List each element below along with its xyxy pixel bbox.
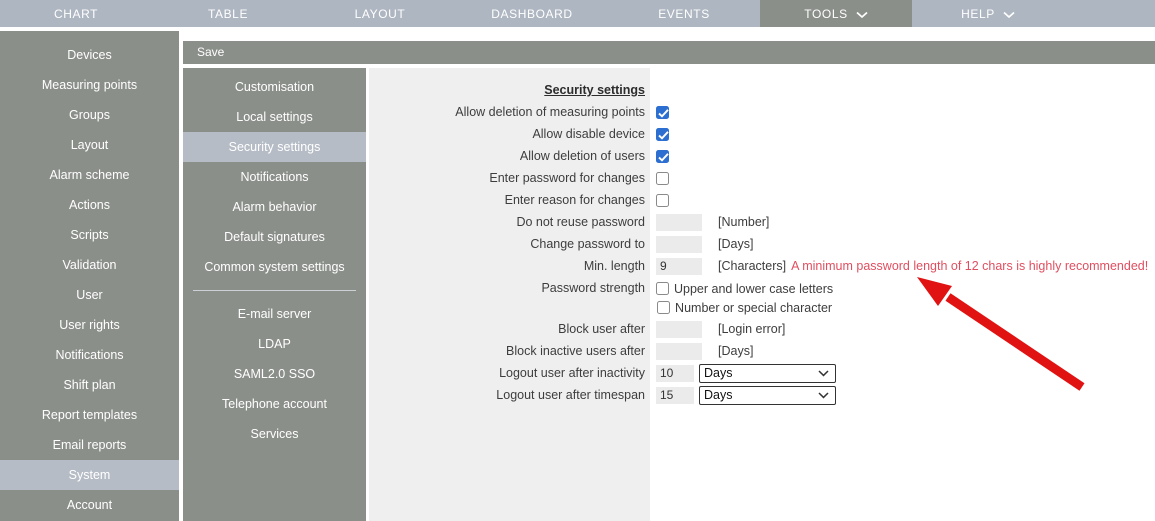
subnav-item-customisation[interactable]: Customisation <box>234 80 315 94</box>
checkmark-icon <box>658 108 669 118</box>
security-settings-panel: Security settings Allow deletion of meas… <box>369 68 1155 521</box>
subnav-item-ldap[interactable]: LDAP <box>258 337 291 351</box>
label-column-background <box>369 68 650 521</box>
subnav-item-notifications[interactable]: Notifications <box>240 170 309 184</box>
block-inactive-users-after-input[interactable] <box>656 342 702 360</box>
logout-inactivity-value-input[interactable] <box>656 364 694 382</box>
upper-lower-case-label: Upper and lower case letters <box>674 281 834 296</box>
select-value: Days <box>704 388 733 402</box>
nav-tab-label: DASHBOARD <box>491 6 573 21</box>
sidebar-item-report-templates[interactable]: Report templates <box>41 408 138 422</box>
nav-tab-label: CHART <box>53 6 99 21</box>
nav-tab-label: HELP <box>961 6 995 21</box>
allow-deletion-users-checkbox[interactable] <box>656 149 669 163</box>
field-label-change-password-to: Change password to <box>530 237 645 251</box>
field-label-enter-password-for-changes: Enter password for changes <box>489 171 645 185</box>
nav-tab-label: LAYOUT <box>354 6 406 21</box>
nav-tab-label: TABLE <box>207 6 249 21</box>
field-label-block-user-after: Block user after <box>558 322 645 336</box>
field-label-logout-user-after-inactivity: Logout user after inactivity <box>499 366 645 380</box>
top-nav: CHART TABLE LAYOUT DASHBOARD EVENTS TOOL… <box>0 0 1155 27</box>
subnav-divider <box>193 290 356 291</box>
logout-timespan-value-input[interactable] <box>656 386 694 404</box>
sidebar-item-devices[interactable]: Devices <box>67 48 112 62</box>
chevron-down-icon <box>818 366 829 380</box>
allow-deletion-measuring-points-checkbox[interactable] <box>656 105 669 119</box>
sidebar-item-user-rights[interactable]: User rights <box>59 318 120 332</box>
checkmark-icon <box>658 130 669 140</box>
subnav-item-saml-sso[interactable]: SAML2.0 SSO <box>233 367 316 381</box>
sidebar-item-groups[interactable]: Groups <box>69 108 110 122</box>
chevron-down-icon <box>1003 9 1015 19</box>
logout-inactivity-unit-select[interactable]: Days <box>699 363 836 383</box>
enter-password-for-changes-checkbox[interactable] <box>656 171 669 185</box>
upper-lower-case-checkbox[interactable] <box>656 282 669 295</box>
field-label-do-not-reuse-password: Do not reuse password <box>516 215 645 229</box>
nav-tab-tools[interactable]: TOOLS <box>760 0 912 27</box>
field-label-password-strength: Password strength <box>541 281 645 295</box>
unit-label-days: [Days] <box>718 237 754 251</box>
min-length-input[interactable] <box>656 257 702 275</box>
subnav-item-default-signatures[interactable]: Default signatures <box>224 230 325 244</box>
nav-tab-label: EVENTS <box>658 6 710 21</box>
change-password-to-input[interactable] <box>656 235 702 253</box>
allow-disable-device-checkbox[interactable] <box>656 127 669 141</box>
sidebar-item-shift-plan[interactable]: Shift plan <box>63 378 116 392</box>
subnav-item-common-system-settings[interactable]: Common system settings <box>204 260 345 274</box>
sidebar-item-system[interactable]: System <box>0 460 179 490</box>
save-button[interactable]: Save <box>183 41 1155 64</box>
unit-label-days: [Days] <box>718 344 754 358</box>
field-label-enter-reason-for-changes: Enter reason for changes <box>504 193 645 207</box>
field-label-block-inactive-users-after: Block inactive users after <box>506 344 645 358</box>
field-label-allow-disable-device: Allow disable device <box>532 127 645 141</box>
nav-tab-layout[interactable]: LAYOUT <box>304 0 456 27</box>
chevron-down-icon <box>818 388 829 402</box>
subnav-item-email-server[interactable]: E-mail server <box>237 307 312 321</box>
sidebar-item-user[interactable]: User <box>76 288 103 302</box>
sidebar-item-notifications[interactable]: Notifications <box>55 348 124 362</box>
chevron-down-icon <box>856 9 868 19</box>
sidebar-item-account[interactable]: Account <box>66 498 113 512</box>
subnav-item-telephone-account[interactable]: Telephone account <box>222 397 327 411</box>
nav-tab-help[interactable]: HELP <box>912 0 1064 27</box>
field-label-logout-user-after-timespan: Logout user after timespan <box>496 388 645 402</box>
sidebar-item-alarm-scheme[interactable]: Alarm scheme <box>49 168 130 182</box>
subnav-item-security-settings[interactable]: Security settings <box>183 132 366 162</box>
main-sidebar: Devices Measuring points Groups Layout A… <box>0 31 179 521</box>
unit-label-number: [Number] <box>718 215 770 229</box>
logout-timespan-unit-select[interactable]: Days <box>699 385 836 405</box>
system-subnav: Customisation Local settings Security se… <box>183 68 366 521</box>
enter-reason-for-changes-checkbox[interactable] <box>656 193 669 207</box>
unit-label-characters: [Characters] <box>718 259 787 273</box>
select-value: Days <box>704 366 733 380</box>
sidebar-item-actions[interactable]: Actions <box>69 198 110 212</box>
do-not-reuse-password-input[interactable] <box>656 213 702 231</box>
sidebar-item-validation[interactable]: Validation <box>62 258 117 272</box>
password-length-warning: A minimum password length of 12 chars is… <box>791 259 1149 273</box>
field-label-min-length: Min. length <box>583 259 645 273</box>
sidebar-item-email-reports[interactable]: Email reports <box>52 438 127 452</box>
checkmark-icon <box>658 152 669 162</box>
page-title: Security settings <box>544 83 645 97</box>
sidebar-item-scripts[interactable]: Scripts <box>70 228 109 242</box>
nav-tab-dashboard[interactable]: DASHBOARD <box>456 0 608 27</box>
number-special-char-checkbox[interactable] <box>657 301 671 314</box>
block-user-after-input[interactable] <box>656 320 702 338</box>
field-label-allow-deletion-measuring-points: Allow deletion of measuring points <box>455 105 645 119</box>
subnav-item-services[interactable]: Services <box>250 427 299 441</box>
number-special-char-label: Number or special character <box>675 300 833 315</box>
nav-tab-chart[interactable]: CHART <box>0 0 152 27</box>
sidebar-item-measuring-points[interactable]: Measuring points <box>41 78 138 92</box>
unit-label-login-error: [Login error] <box>718 322 786 336</box>
nav-tab-events[interactable]: EVENTS <box>608 0 760 27</box>
field-label-allow-deletion-users: Allow deletion of users <box>519 149 645 163</box>
subnav-item-local-settings[interactable]: Local settings <box>236 110 313 124</box>
nav-tab-label: TOOLS <box>804 6 848 21</box>
nav-tab-table[interactable]: TABLE <box>152 0 304 27</box>
subnav-item-alarm-behavior[interactable]: Alarm behavior <box>232 200 317 214</box>
sidebar-item-layout[interactable]: Layout <box>70 138 109 152</box>
